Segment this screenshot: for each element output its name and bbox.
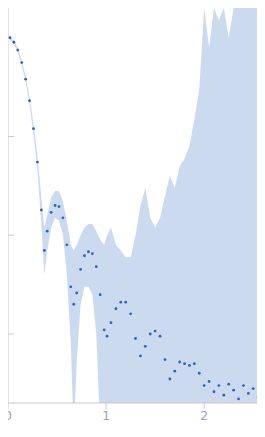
svg-text:1: 1 [102,408,110,423]
svg-text:2: 2 [200,408,208,423]
svg-text:0: 0 [8,408,12,423]
